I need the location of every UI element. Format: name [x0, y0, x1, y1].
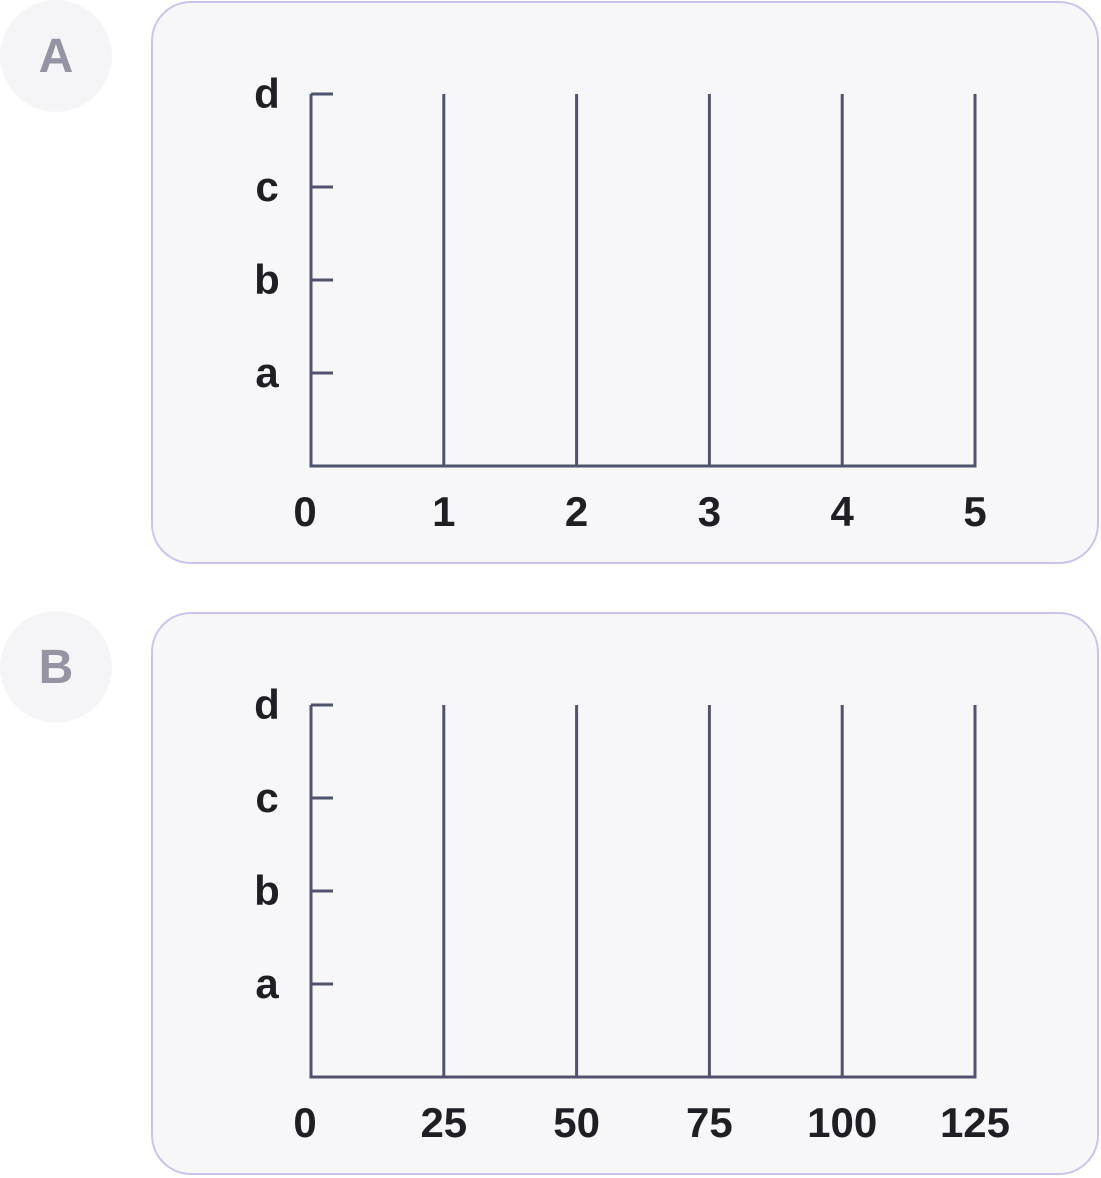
y-tick-label: a — [255, 960, 279, 1007]
x-tick-label: 5 — [963, 488, 986, 535]
y-tick-label: d — [254, 681, 280, 728]
x-tick-label: 0 — [293, 488, 316, 535]
x-tick-label: 25 — [420, 1099, 467, 1146]
y-tick-label: b — [254, 256, 280, 303]
panel-b-badge: B — [0, 611, 112, 723]
x-tick-label: 1 — [432, 488, 455, 535]
y-tick-label: d — [254, 70, 280, 117]
x-tick-label: 100 — [807, 1099, 877, 1146]
x-tick-label: 0 — [293, 1099, 316, 1146]
x-tick-label: 75 — [686, 1099, 733, 1146]
x-tick-label: 3 — [698, 488, 721, 535]
y-tick-label: b — [254, 867, 280, 914]
panel-b — [151, 612, 1099, 1175]
panel-a — [151, 1, 1099, 564]
y-tick-label: c — [255, 774, 278, 821]
x-tick-label: 50 — [553, 1099, 600, 1146]
y-tick-label: a — [255, 349, 279, 396]
x-tick-label: 125 — [940, 1099, 1010, 1146]
panel-a-badge: A — [0, 0, 112, 112]
x-tick-label: 4 — [831, 488, 855, 535]
x-tick-label: 2 — [565, 488, 588, 535]
y-tick-label: c — [255, 163, 278, 210]
